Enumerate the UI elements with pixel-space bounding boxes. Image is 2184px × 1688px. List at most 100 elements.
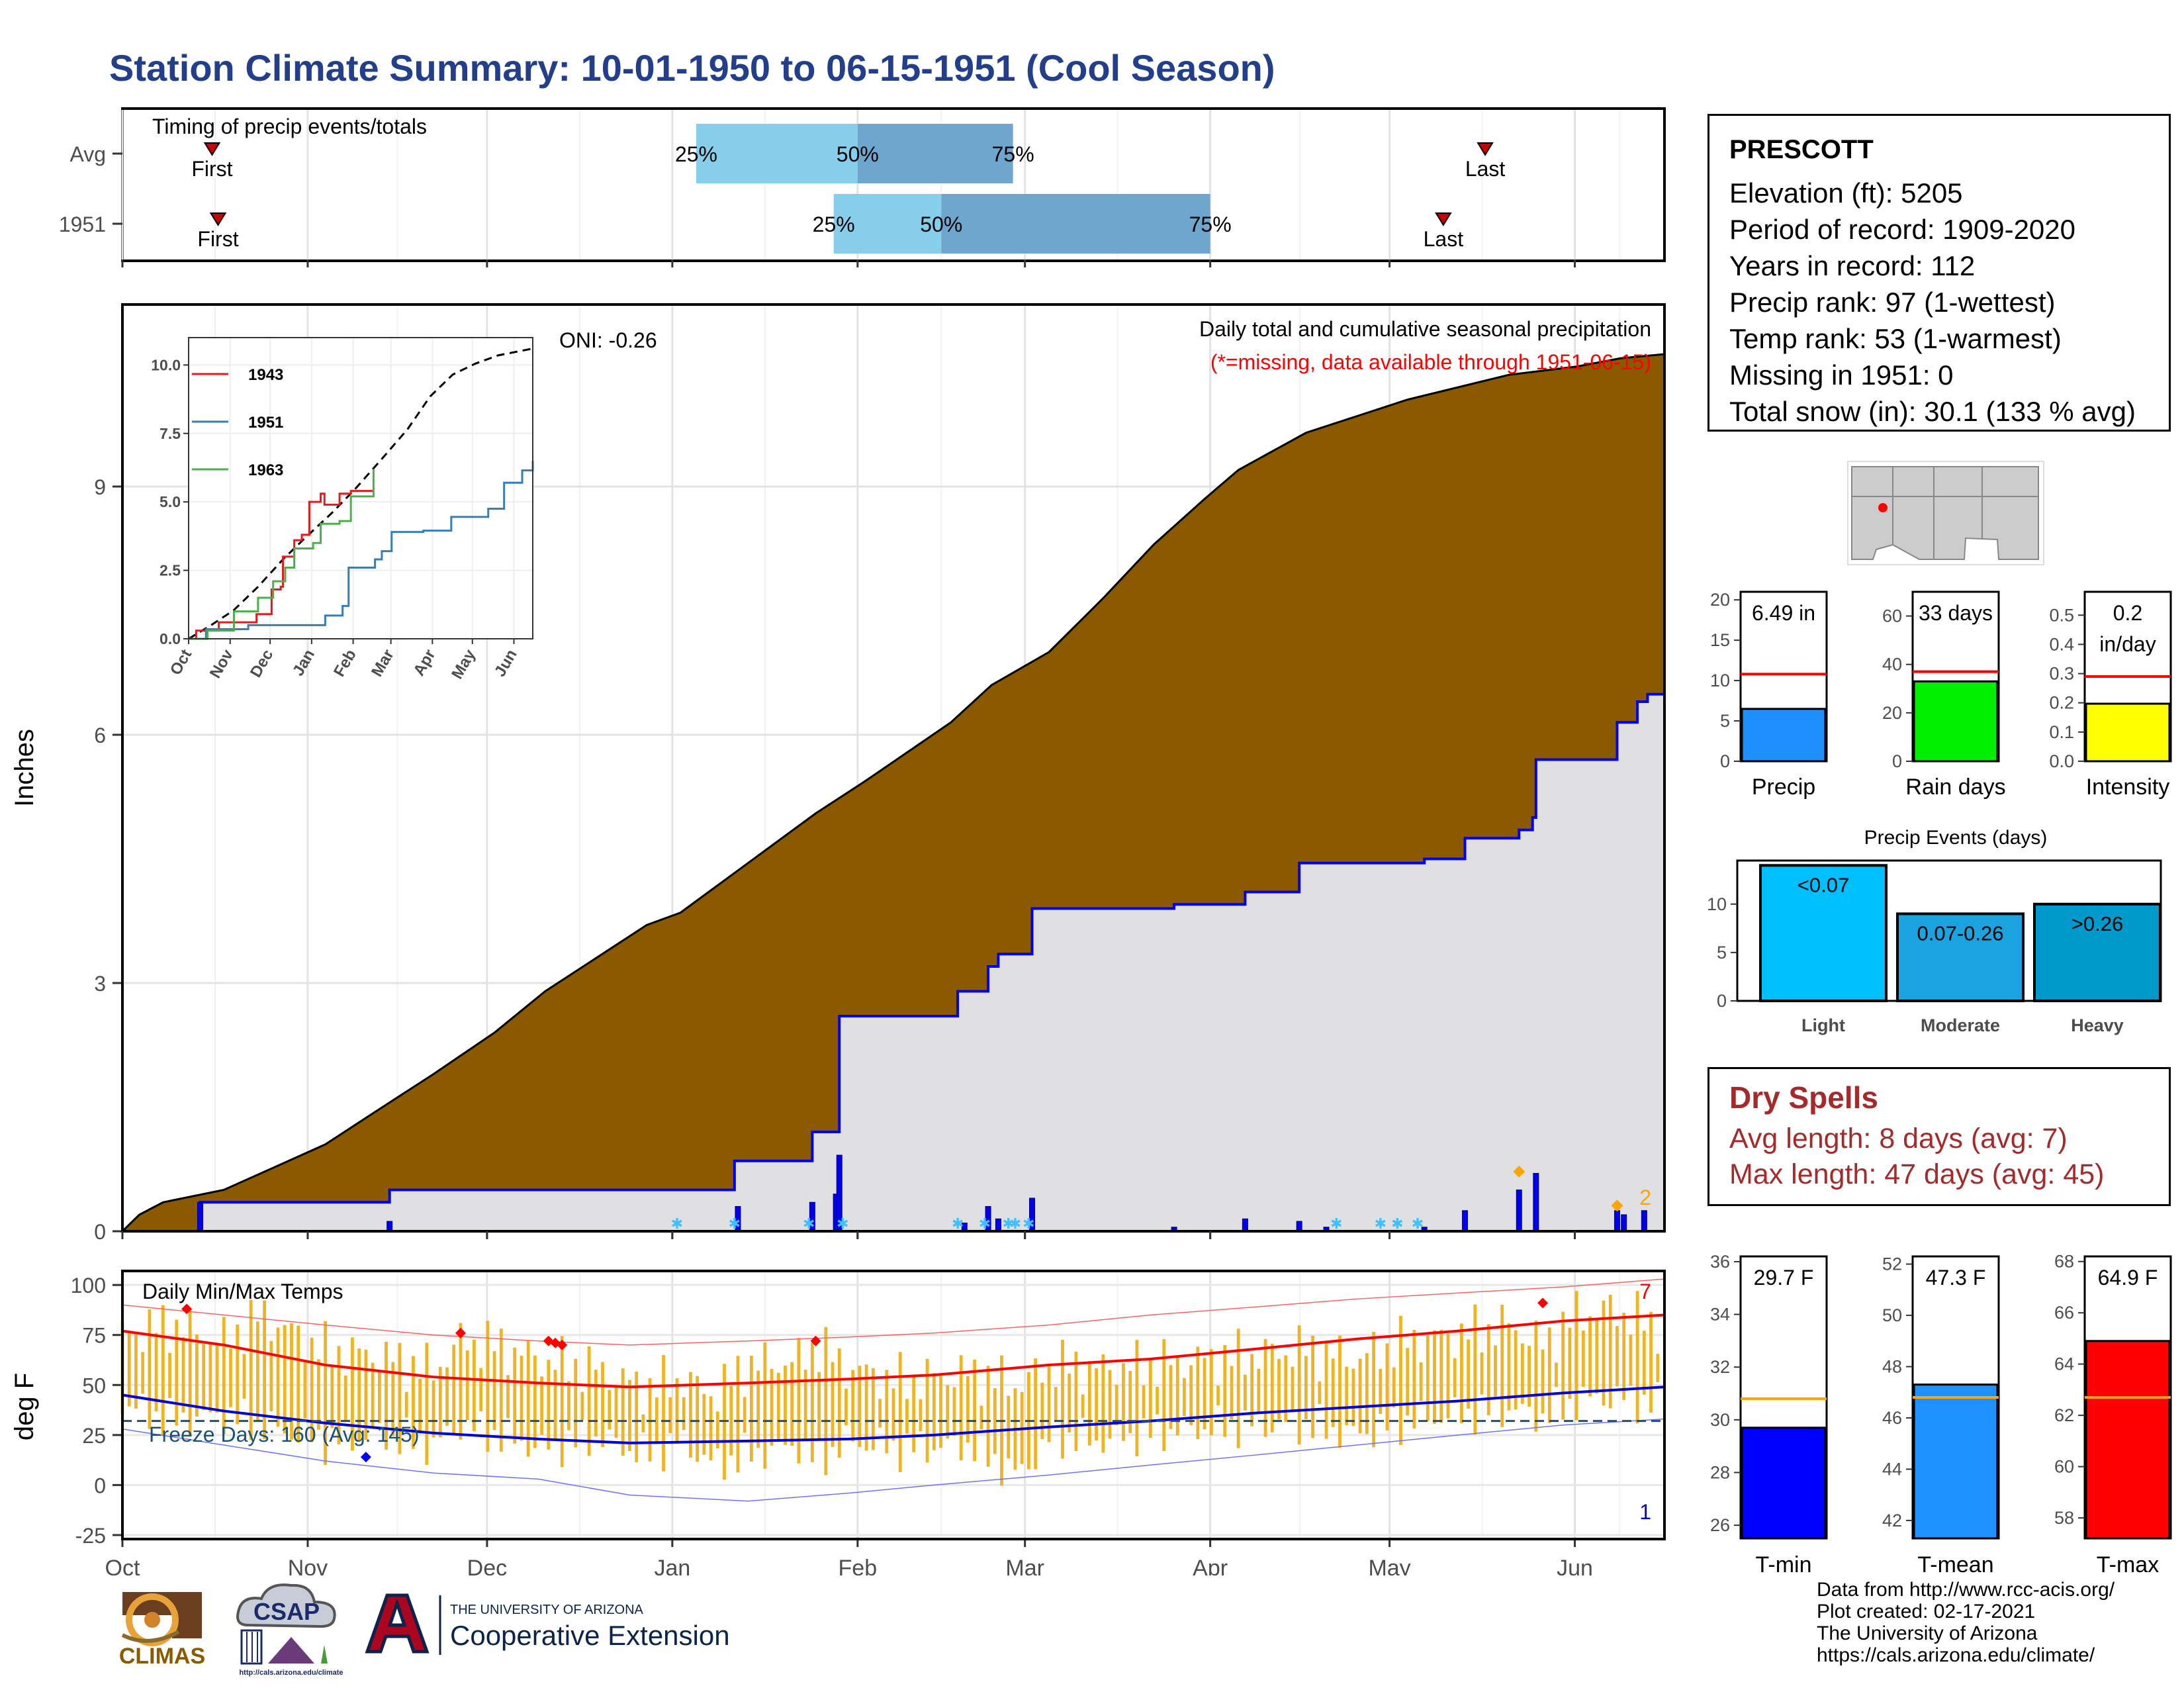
- summary-y-tick-label: 0.0: [2049, 751, 2074, 771]
- timing-row-label: 1951: [59, 212, 106, 236]
- daily-temp-bar: [878, 1399, 882, 1428]
- timing-first-marker: [209, 212, 227, 226]
- events-bar-Light: [1759, 864, 1888, 1002]
- daily-temp-bar: [743, 1397, 747, 1433]
- daily-precip-bar: [995, 1218, 1001, 1232]
- summary-y-tick-label: 40: [1882, 655, 1902, 675]
- daily-temp-bar: [1392, 1367, 1396, 1408]
- daily-temp-bar: [547, 1360, 551, 1450]
- daily-temp-bar: [614, 1385, 618, 1438]
- timing-bar-50-75: [941, 194, 1210, 254]
- summary-y-tick-label: 62: [2054, 1405, 2074, 1425]
- dry-avg-length: Avg length: 8 days (avg: 7): [1729, 1123, 2068, 1154]
- daily-temp-bar: [1162, 1338, 1166, 1452]
- daily-temp-bar: [662, 1354, 665, 1472]
- summary-bar-label: T-min: [1756, 1552, 1812, 1577]
- daily-temp-bar: [763, 1342, 767, 1469]
- temp-panel-title: Daily Min/Max Temps: [142, 1280, 343, 1303]
- daily-temp-bar: [594, 1370, 598, 1436]
- daily-temp-bar: [1304, 1356, 1308, 1420]
- inset-frame: [188, 337, 533, 639]
- daily-temp-bar: [425, 1342, 429, 1466]
- y-tick-label: 0: [94, 1474, 106, 1497]
- daily-temp-bar: [1486, 1324, 1490, 1416]
- precip-corner-count: 2: [1639, 1186, 1651, 1209]
- daily-temp-bar: [1595, 1317, 1599, 1394]
- daily-temp-bar: [858, 1366, 862, 1448]
- daily-temp-bar: [1460, 1323, 1463, 1424]
- precip-y-label: Inches: [10, 729, 39, 807]
- daily-temp-bar: [377, 1372, 381, 1423]
- daily-temp-bar: [316, 1359, 320, 1430]
- daily-precip-bar: [1242, 1218, 1248, 1232]
- daily-temp-bar: [330, 1366, 334, 1429]
- station-location-dot: [1878, 503, 1888, 512]
- daily-temp-bar: [385, 1341, 388, 1450]
- daily-precip-bar: [1621, 1214, 1627, 1232]
- daily-temp-bar: [1406, 1348, 1410, 1416]
- daily-temp-bar: [391, 1362, 395, 1436]
- daily-temp-bar: [438, 1366, 442, 1438]
- daily-temp-bar: [1203, 1358, 1206, 1430]
- daily-temp-bar: [249, 1299, 253, 1440]
- summary-y-tick-label: 32: [1710, 1357, 1730, 1377]
- daily-temp-bar: [412, 1356, 415, 1449]
- snow-day-marker: ✱: [729, 1215, 741, 1232]
- daily-temp-bar: [445, 1367, 449, 1427]
- daily-temp-bar: [979, 1405, 983, 1430]
- daily-temp-bar: [513, 1347, 517, 1444]
- daily-temp-bar: [810, 1342, 814, 1462]
- daily-temp-bar: [1547, 1327, 1551, 1423]
- x-tick-label: Nov: [288, 1556, 328, 1575]
- daily-temp-bar: [966, 1376, 970, 1443]
- summary-value-label: 47.3 F: [1926, 1266, 1986, 1289]
- daily-temp-bar: [1534, 1320, 1538, 1432]
- footer-line: Data from http://www.rcc-acis.org/: [1817, 1579, 2115, 1601]
- temp-bottom-count: 1: [1639, 1500, 1651, 1524]
- y-tick-label: 50: [82, 1374, 106, 1397]
- daily-temp-bar: [459, 1323, 463, 1440]
- daily-temp-bar: [290, 1323, 293, 1440]
- daily-temp-bar: [689, 1372, 692, 1458]
- summary-y-tick-label: 0.3: [2049, 664, 2074, 684]
- daily-temp-bar: [1473, 1304, 1477, 1435]
- daily-temp-bar: [404, 1391, 408, 1418]
- snow-day-marker: ✱: [1003, 1215, 1015, 1232]
- summary-y-tick-label: 58: [2054, 1508, 2074, 1528]
- record-low-diamond: [360, 1452, 371, 1463]
- daily-temp-bar: [1642, 1331, 1646, 1395]
- daily-temp-bar: [790, 1362, 794, 1446]
- daily-temp-bar: [776, 1372, 780, 1441]
- daily-temp-bar: [242, 1354, 246, 1399]
- daily-temp-bar: [310, 1337, 314, 1442]
- snow-day-marker: ✱: [1330, 1215, 1342, 1232]
- daily-temp-bar: [587, 1346, 591, 1456]
- events-category-label: Light: [1801, 1015, 1845, 1035]
- daily-temp-bar: [1175, 1355, 1179, 1436]
- station-info-box: PRESCOTT Elevation (ft): 5205 Period of …: [1707, 114, 2171, 432]
- daily-temp-bar: [959, 1355, 963, 1460]
- ua-logo: THE UNIVERSITY OF ARIZONA Cooperative Ex…: [365, 1593, 730, 1655]
- summary-bar-Rain days: [1913, 680, 1999, 763]
- daily-precip-bar: [1614, 1210, 1620, 1232]
- daily-temp-bar: [1115, 1385, 1118, 1425]
- daily-temp-bar: [202, 1344, 206, 1411]
- daily-temp-bar: [1588, 1316, 1592, 1397]
- daily-temp-bar: [1494, 1345, 1497, 1397]
- timing-p50-label: 50%: [837, 142, 879, 166]
- daily-temp-bar: [1561, 1311, 1565, 1420]
- daily-temp-bar: [817, 1372, 821, 1440]
- daily-temp-bar: [188, 1309, 192, 1436]
- daily-temp-bar: [946, 1385, 950, 1438]
- summary-y-tick-label: 20: [1710, 590, 1730, 610]
- csap-logo-text: CSAP: [253, 1598, 320, 1625]
- daily-temp-bar: [851, 1370, 855, 1442]
- daily-temp-bar: [127, 1333, 131, 1407]
- summary-y-tick-label: 64: [2054, 1354, 2074, 1374]
- daily-temp-bar: [702, 1393, 706, 1455]
- daily-temp-bar: [195, 1334, 199, 1417]
- x-tick-label: Jan: [654, 1556, 690, 1575]
- daily-temp-bar: [837, 1348, 841, 1458]
- daily-temp-bar: [1007, 1395, 1011, 1459]
- snow-day-marker: ✱: [1023, 1215, 1034, 1232]
